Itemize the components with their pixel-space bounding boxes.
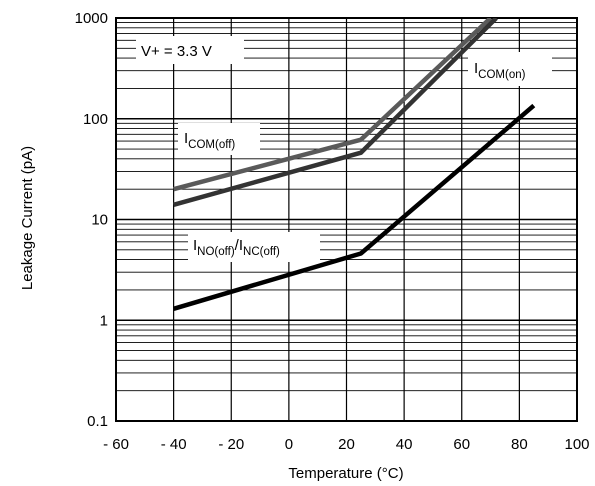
- x-tick-label: 40: [396, 436, 413, 453]
- condition-label: V+ = 3.3 V: [141, 43, 212, 60]
- x-tick-label: 20: [338, 436, 355, 453]
- y-tick-label: 0.1: [87, 413, 108, 430]
- y-tick-label: 1: [100, 312, 108, 329]
- series-label-icom-on-sub: COM(on): [478, 69, 525, 81]
- plot-frame: [115, 17, 578, 422]
- series-line-ino-inc-off: [172, 103, 536, 311]
- series-label-inc-sub2: NC(off): [243, 246, 280, 258]
- series-label-icom-on: ICOM(on): [468, 52, 552, 86]
- y-axis-label: Leakage Current (pA): [19, 146, 36, 290]
- x-tick-label: 80: [511, 436, 528, 453]
- series-label-icom-off-sub: COM(off): [188, 139, 235, 151]
- y-tick-label: 10: [91, 212, 108, 229]
- y-tick-label: 100: [83, 111, 108, 128]
- condition-label-group: V+ = 3.3 V: [136, 36, 244, 64]
- series-label-inc-main2: /I: [235, 237, 243, 254]
- series-label-ino-sub1: NO(off): [197, 246, 235, 258]
- series-layer: [172, 18, 536, 311]
- y-tick-label: 1000: [75, 10, 108, 27]
- x-tick-label: - 40: [161, 436, 187, 453]
- series-label-ino-main1: I: [193, 237, 197, 254]
- svg-text:ICOM(on): ICOM(on): [474, 60, 526, 81]
- x-axis-label: Temperature (°C): [288, 465, 403, 482]
- series-label-icom-off-main: I: [184, 130, 188, 147]
- series-line-icom-off: [172, 18, 498, 207]
- x-tick-label: - 20: [218, 436, 244, 453]
- svg-text:ICOM(off): ICOM(off): [184, 130, 235, 151]
- series-line-icom-on: [173, 18, 493, 192]
- series-label-ino-inc-off: INO(off)/INC(off): [188, 232, 320, 262]
- tick-labels: - 60 - 40 - 20 0 20 40 60 80 100 0.1 1 10 100 1000: [75, 10, 590, 453]
- svg-text:INO(off)/INC(off): INO(off)/INC(off): [193, 237, 280, 258]
- series-label-icom-off: ICOM(off): [178, 123, 260, 155]
- x-tick-label: 0: [285, 436, 293, 453]
- x-tick-label: 100: [564, 436, 589, 453]
- series-label-icom-on-main: I: [474, 60, 478, 77]
- x-tick-label: 60: [453, 436, 470, 453]
- grid: [116, 18, 577, 421]
- x-tick-label: - 60: [103, 436, 129, 453]
